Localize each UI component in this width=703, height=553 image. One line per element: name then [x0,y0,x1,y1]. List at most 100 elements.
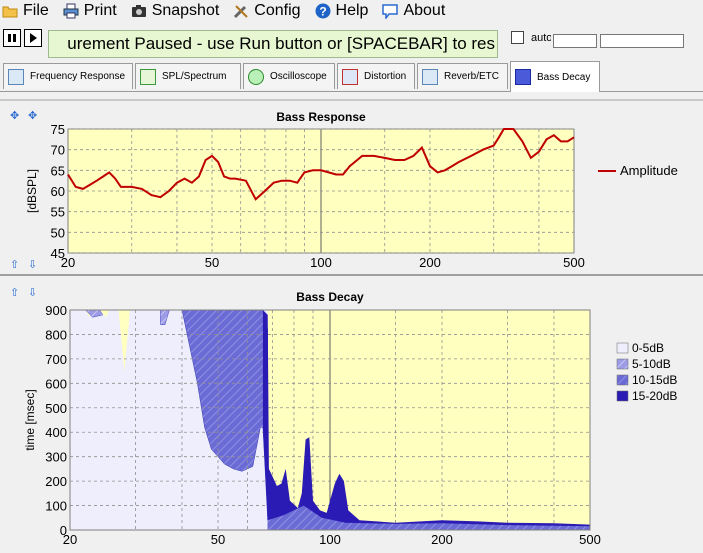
camera-icon [131,3,147,19]
pause-icon [8,34,16,42]
legend-label-amplitude: Amplitude [620,163,678,178]
zoom-controls-bottom[interactable]: ⇧ ⇩ [10,287,37,299]
tab-label: Bass Decay [537,71,591,83]
y-tick-label: 0 [60,523,67,538]
bass-response-chart: 45 50 55 60 65 70 75 20 50 100 200 500 Bass Response… [25,110,678,270]
menu-bar: File Print Snapshot Config ? Help About [0,0,703,22]
scroll-up-icon-2: ⇧ [10,287,19,299]
pause-button[interactable] [3,29,21,47]
menu-snapshot-label: Snapshot [151,2,220,19]
y-tick-label: 60 [51,184,65,199]
menu-about[interactable]: About [380,2,446,21]
y-tick-label: 55 [51,205,65,220]
printer-icon [63,3,79,19]
tab-spl-spectrum[interactable]: SPL/Spectrum [135,63,241,89]
speech-bubble-icon [382,3,399,21]
tab-reverb-etc[interactable]: Reverb/ETC [417,63,508,89]
x-tick-label: 200 [419,255,441,270]
x-tick-label: 100 [319,532,341,547]
menu-config-label: Config [254,2,301,19]
svg-text:?: ? [319,5,326,19]
y-tick-label: 600 [45,376,67,391]
auto-value-field[interactable] [553,34,597,48]
zoom-in-icon: ✥ [28,110,37,122]
frequency-response-icon [8,68,24,85]
y-tick-label: 100 [45,499,67,514]
y-tick-label: 70 [51,143,65,158]
spl-meter-icon [140,68,156,85]
tab-label: Oscilloscope [270,71,327,82]
zoom-controls-top[interactable]: ✥ ✥ ⇧ ⇩ [10,110,37,271]
x-tick-label: 20 [61,255,75,270]
scroll-down-icon-2: ⇩ [28,287,37,299]
x-tick-label: 50 [211,532,225,547]
menu-print[interactable]: Print [61,2,117,20]
x-tick-label: 200 [431,532,453,547]
legend-label-0: 0-5dB [632,341,664,355]
legend-swatch-2 [616,374,629,386]
menu-file-label: File [23,2,49,19]
menu-snapshot[interactable]: Snapshot [129,2,220,20]
auto-checkbox[interactable] [511,31,524,44]
tab-label: SPL/Spectrum [162,71,227,82]
toolbar: urement Paused - use Run button or [SPAC… [0,28,703,60]
legend-label-3: 15-20dB [632,389,677,403]
scroll-up-icon: ⇧ [10,259,19,271]
status-text: urement Paused - use Run button or [SPAC… [67,34,495,53]
bass-decay-chart: 0 100 200 300 400 500 600 700 800 900 20 50 100 200 50… [23,290,677,547]
tab-bass-decay[interactable]: Bass Decay [510,61,600,92]
y-tick-label: 50 [51,225,65,240]
tab-label: Distortion [364,71,407,82]
folder-icon [2,3,18,19]
legend-swatch-1 [616,358,629,370]
y-axis-label: time [msec] [23,389,37,450]
play-icon [30,33,37,43]
reverb-icon [422,68,438,85]
menu-file[interactable]: File [0,2,49,20]
legend-label-2: 10-15dB [632,373,677,387]
x-tick-label: 20 [63,532,77,547]
tools-icon [233,3,249,19]
y-tick-label: 700 [45,352,67,367]
distortion-icon [342,68,358,85]
menu-help-label: Help [335,2,369,19]
y-tick-label: 800 [45,327,67,342]
level-slider[interactable] [600,34,684,48]
menu-print-label: Print [83,2,117,19]
zoom-up-icon: ✥ [10,110,19,122]
y-tick-label: 500 [45,401,67,416]
chart-title: Bass Response [276,110,366,124]
plot-frame [69,309,591,531]
tab-oscilloscope[interactable]: Oscilloscope [243,63,335,89]
tab-frequency-response[interactable]: Frequency Response [3,63,133,89]
menu-help[interactable]: ? Help [313,2,369,20]
y-tick-label: 400 [45,425,67,440]
series-line-amplitude [67,128,575,201]
oscilloscope-icon [248,68,264,85]
y-tick-label: 200 [45,474,67,489]
band-5-10db-low [267,505,590,530]
legend-swatch-0 [616,342,629,354]
y-tick-label: 300 [45,450,67,465]
tab-bar: Frequency Response SPL/Spectrum Oscillos… [0,61,703,92]
run-button[interactable] [24,29,42,47]
y-axis-label: [dBSPL] [25,169,39,213]
status-message: urement Paused - use Run button or [SPAC… [48,30,498,58]
menu-about-label: About [403,2,446,19]
legend-label-1: 5-10dB [632,357,671,371]
x-tick-label: 50 [205,255,219,270]
menu-config[interactable]: Config [231,2,301,20]
x-tick-label: 100 [310,255,332,270]
chart-title: Bass Decay [296,290,364,304]
bass-decay-icon [515,69,531,85]
auto-label: auto [531,32,551,44]
y-tick-label: 65 [51,163,65,178]
tab-distortion[interactable]: Distortion [337,63,415,89]
x-tick-label: 500 [563,255,585,270]
y-tick-label: 45 [51,246,65,261]
tab-label: Reverb/ETC [444,71,500,82]
band-15-20db [262,310,590,530]
help-icon: ? [315,3,331,19]
scroll-down-icon: ⇩ [28,259,37,271]
